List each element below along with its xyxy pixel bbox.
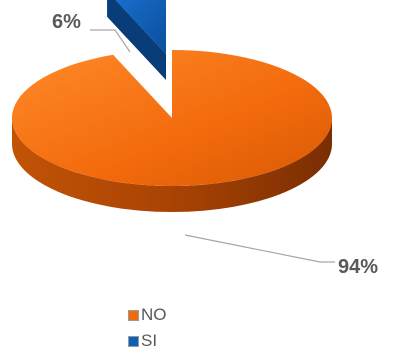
- legend-item-no[interactable]: NO: [128, 302, 167, 328]
- leader-line-si: [90, 29, 131, 53]
- slice-inner-si: [107, 0, 166, 80]
- leader-line-no: [184, 234, 335, 263]
- data-label-si: 6%: [52, 11, 81, 33]
- legend: NO SI: [128, 302, 167, 354]
- legend-label-si: SI: [141, 331, 158, 350]
- slice-side-no: [12, 118, 332, 212]
- legend-item-si[interactable]: SI: [128, 328, 167, 354]
- data-label-no: 94%: [338, 256, 378, 278]
- legend-swatch-si-icon: [128, 335, 139, 347]
- slice-no[interactable]: [12, 50, 333, 186]
- slice-si[interactable]: [107, 0, 166, 54]
- legend-swatch-no-icon: [128, 309, 139, 321]
- legend-label-no: NO: [141, 305, 167, 324]
